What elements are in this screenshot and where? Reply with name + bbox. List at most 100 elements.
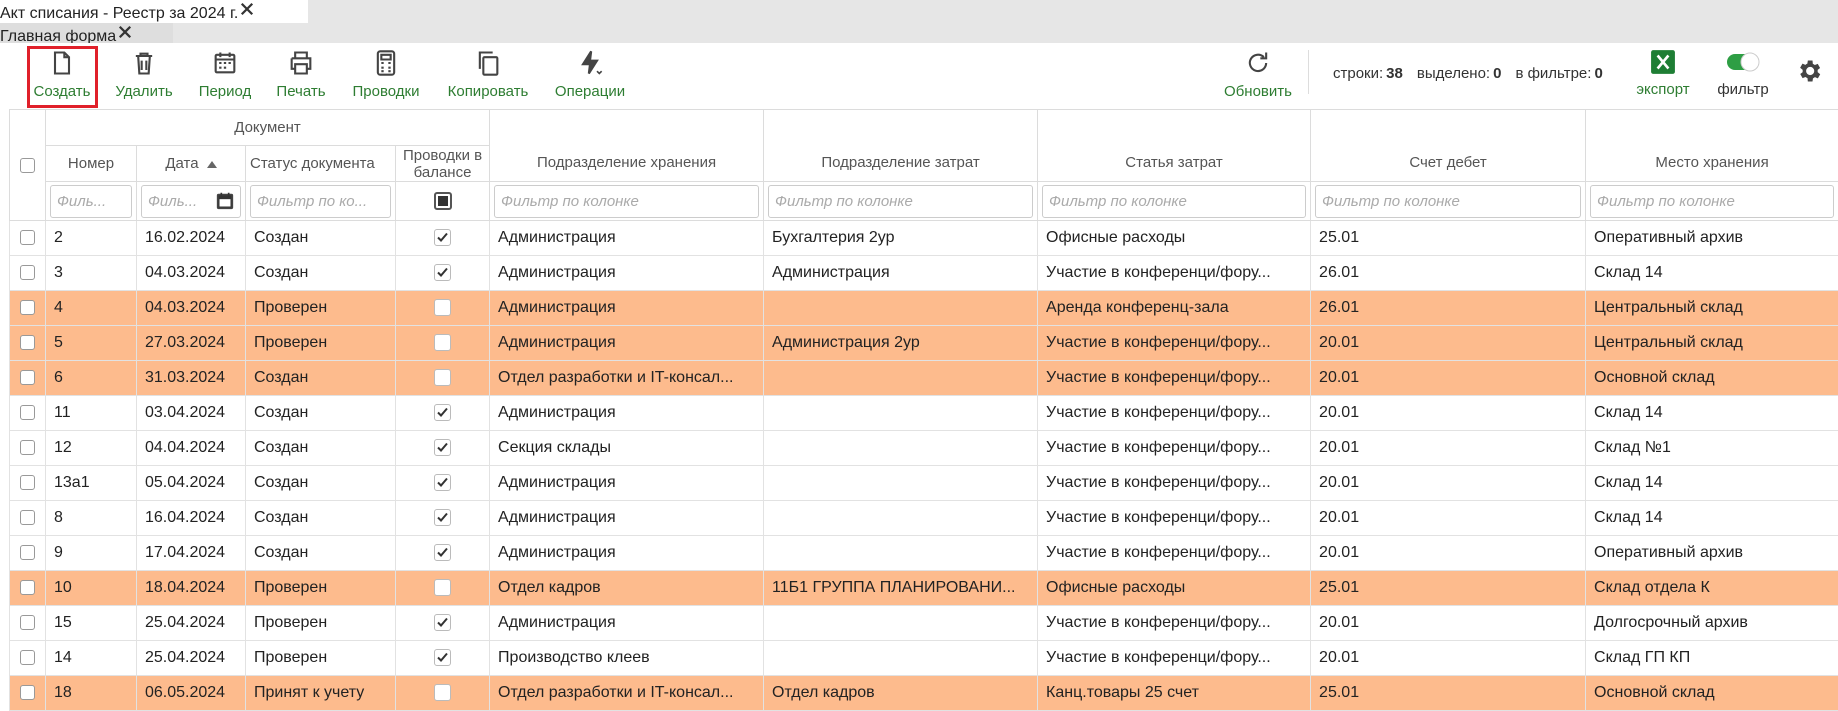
- checkbox[interactable]: [20, 440, 35, 456]
- checkbox[interactable]: [20, 405, 35, 421]
- checkbox[interactable]: [20, 265, 35, 281]
- tab[interactable]: Главная форма: [0, 23, 173, 46]
- checkbox[interactable]: [20, 370, 35, 386]
- column-header[interactable]: Статус документа: [245, 145, 396, 182]
- balance-checkbox[interactable]: [434, 509, 452, 527]
- row-select: [9, 605, 46, 641]
- grid-row[interactable]: 5 27.03.2024 Проверен Администрация Админист…: [9, 325, 1838, 361]
- cell: [763, 430, 1038, 466]
- calendar-button[interactable]: [214, 189, 236, 217]
- row-select: [9, 430, 46, 466]
- checkbox[interactable]: [20, 580, 35, 596]
- balance-checkbox[interactable]: [434, 264, 452, 282]
- filter-input[interactable]: Фильтр по колонке: [494, 184, 760, 218]
- filter-toggle[interactable]: фильтр: [1688, 49, 1798, 98]
- filter-checkbox[interactable]: [433, 192, 452, 211]
- balance-checkbox[interactable]: [434, 299, 452, 317]
- toolbar-button[interactable]: Печать: [246, 49, 356, 100]
- toolbar-button[interactable]: Удалить: [89, 49, 199, 100]
- column-header[interactable]: Счет дебет: [1310, 109, 1587, 182]
- cell: [763, 395, 1038, 431]
- cell: Участие в конференци/фору...: [1037, 430, 1311, 466]
- toolbar-button[interactable]: Копировать: [433, 49, 543, 100]
- filter-input[interactable]: Фильтр по колонке: [1315, 184, 1582, 218]
- filter-input[interactable]: Филь...: [50, 184, 132, 218]
- column-header[interactable]: Статья затрат: [1037, 109, 1312, 182]
- cell: 20.01: [1310, 395, 1586, 431]
- cell: Склад отдела К: [1585, 570, 1838, 606]
- balance-cell: [394, 290, 490, 326]
- checkbox[interactable]: [20, 545, 35, 561]
- grid-row[interactable]: 13а1 05.04.2024 Создан Администрация Участие…: [9, 465, 1838, 501]
- grid-row[interactable]: 14 25.04.2024 Проверен Производство клеев Уч…: [9, 640, 1838, 676]
- header-label: Подразделение хранения: [537, 154, 717, 171]
- cell: Основной склад: [1585, 675, 1838, 711]
- settings-button[interactable]: [1795, 57, 1823, 90]
- balance-checkbox[interactable]: [434, 334, 452, 352]
- tab[interactable]: Акт списания - Реестр за 2024 г.: [0, 0, 308, 23]
- checkbox[interactable]: [20, 615, 35, 631]
- column-header[interactable]: Подразделение затрат: [763, 109, 1039, 182]
- grid-body: 2 16.02.2024 Создан Администрация Бухгалтери…: [9, 220, 1838, 711]
- grid-row[interactable]: 4 04.03.2024 Проверен Администрация Аренда к…: [9, 290, 1838, 326]
- checkbox[interactable]: [20, 300, 35, 316]
- row-select: [9, 395, 46, 431]
- filter-input[interactable]: Фильтр по ко...: [250, 184, 391, 218]
- cell: Администрация: [489, 255, 764, 291]
- balance-checkbox[interactable]: [434, 649, 452, 667]
- tab-close[interactable]: [116, 25, 134, 45]
- balance-checkbox[interactable]: [434, 474, 452, 492]
- toolbar-button[interactable]: Проводки: [331, 49, 441, 100]
- button-label: Копировать: [447, 83, 529, 100]
- balance-checkbox[interactable]: [434, 229, 452, 247]
- toolbar-button[interactable]: Операции: [535, 49, 645, 100]
- balance-checkbox[interactable]: [434, 684, 452, 702]
- checkbox[interactable]: [20, 685, 35, 701]
- export-button[interactable]: экспорт: [1608, 49, 1718, 98]
- column-header[interactable]: Проводки в балансе: [394, 145, 491, 182]
- balance-checkbox[interactable]: [434, 614, 452, 632]
- grid-row[interactable]: 2 16.02.2024 Создан Администрация Бухгалтери…: [9, 220, 1838, 256]
- balance-checkbox[interactable]: [434, 404, 452, 422]
- grid-row[interactable]: 11 03.04.2024 Создан Администрация Участие в…: [9, 395, 1838, 431]
- balance-cell: [394, 535, 490, 571]
- cell: 17.04.2024: [136, 535, 246, 571]
- icon: [581, 50, 603, 75]
- checkbox[interactable]: [20, 335, 35, 351]
- checkbox[interactable]: [20, 158, 35, 174]
- cell: Центральный склад: [1585, 290, 1838, 326]
- grid-row[interactable]: 18 06.05.2024 Принят к учету Отдел разработ…: [9, 675, 1838, 711]
- placeholder: Фильтр по ко...: [257, 192, 368, 210]
- column-header[interactable]: Номер: [45, 145, 137, 182]
- balance-checkbox[interactable]: [434, 439, 452, 457]
- balance-checkbox[interactable]: [434, 579, 452, 597]
- checkmark: [437, 268, 448, 278]
- filter-cell: Филь...: [45, 181, 137, 221]
- grid-row[interactable]: 3 04.03.2024 Создан Администрация Администра…: [9, 255, 1838, 291]
- grid-row[interactable]: 9 17.04.2024 Создан Администрация Участие в …: [9, 535, 1838, 571]
- grid-row[interactable]: 15 25.04.2024 Проверен Администрация Участие…: [9, 605, 1838, 641]
- checkbox[interactable]: [20, 230, 35, 246]
- column-header[interactable]: Подразделение хранения: [489, 109, 765, 182]
- grid-row[interactable]: 10 18.04.2024 Проверен Отдел кадров 11Б1 ГРУ…: [9, 570, 1838, 606]
- column-header[interactable]: Дата: [136, 145, 246, 182]
- grid-row[interactable]: 8 16.04.2024 Создан Администрация Участие в …: [9, 500, 1838, 536]
- filter-input[interactable]: Филь...: [141, 184, 241, 218]
- grid-row[interactable]: 6 31.03.2024 Создан Отдел разработки и IT-к…: [9, 360, 1838, 396]
- refresh-button[interactable]: Обновить: [1203, 49, 1313, 100]
- grid-row[interactable]: 12 04.04.2024 Создан Секция склады Участие в…: [9, 430, 1838, 466]
- balance-checkbox[interactable]: [434, 369, 452, 387]
- toolbar-button[interactable]: Создать: [7, 49, 117, 100]
- filter-input[interactable]: Фильтр по колонке: [768, 184, 1034, 218]
- filter-input[interactable]: Фильтр по колонке: [1590, 184, 1835, 218]
- toolbar-button[interactable]: Период: [170, 49, 280, 100]
- balance-cell: [394, 395, 490, 431]
- checkbox[interactable]: [20, 650, 35, 666]
- separator: [1308, 50, 1309, 94]
- balance-checkbox[interactable]: [434, 544, 452, 562]
- filter-input[interactable]: Фильтр по колонке: [1042, 184, 1307, 218]
- checkbox[interactable]: [20, 510, 35, 526]
- checkbox[interactable]: [20, 475, 35, 491]
- tab-close[interactable]: [238, 2, 256, 22]
- column-header[interactable]: Место хранения: [1585, 109, 1838, 182]
